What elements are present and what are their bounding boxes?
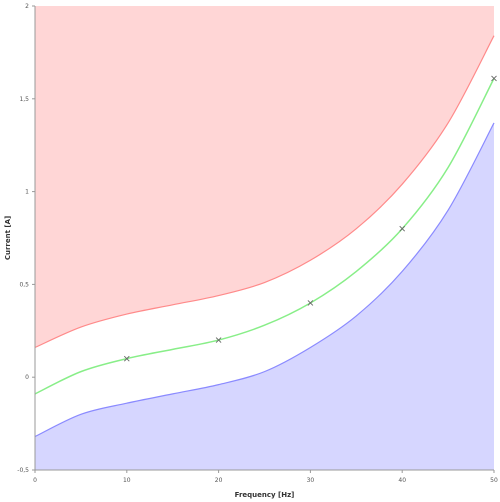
data-point-marker [123,355,130,362]
axes: 0 10 20 30 40 50 -0,5 0 0,5 1 1,5 2 [17,3,498,484]
x-tick-label: 40 [398,477,406,484]
x-tick-label: 50 [490,477,498,484]
y-tick-label: 0 [25,374,29,381]
upper-bound-line [34,35,495,349]
x-ticks: 0 10 20 30 40 50 [33,470,498,484]
y-tick-label: 0,5 [19,281,29,288]
data-point-marker [491,75,497,82]
lower-bound-line [34,122,495,438]
x-tick-label: 20 [215,477,223,484]
upper-region [35,6,494,348]
y-tick-label: 1 [25,189,29,196]
series-line [34,78,495,395]
data-point-marker [307,300,314,306]
y-tick-label: 1,5 [19,96,29,103]
y-ticks: -0,5 0 0,5 1 1,5 2 [17,3,35,474]
plot-area [34,6,497,471]
lower-region [35,122,494,471]
markers [123,75,497,362]
y-tick-label: -0,5 [17,467,29,474]
x-tick-label: 30 [307,477,315,484]
y-tick-label: 2 [25,3,29,10]
data-point-marker [399,225,406,232]
x-tick-label: 0 [33,477,37,484]
data-point-marker [215,337,222,343]
x-axis-title: Frequency [Hz] [235,491,295,499]
x-tick-label: 10 [123,477,131,484]
y-axis-title: Current [A] [4,216,12,260]
